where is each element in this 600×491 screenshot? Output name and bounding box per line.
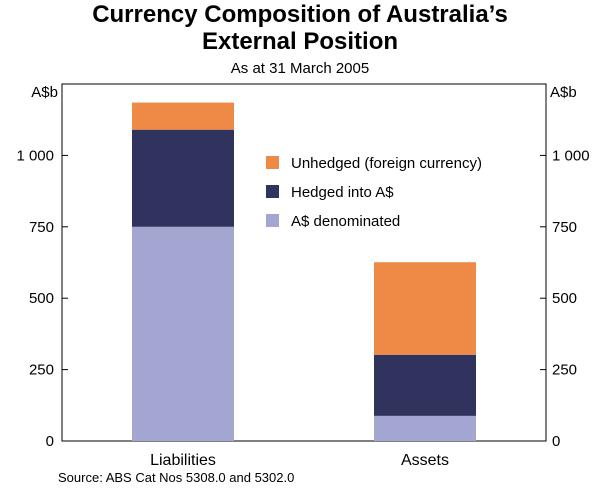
y-tick-label-right: 750 (552, 219, 577, 236)
legend-swatch (266, 214, 279, 227)
chart-subtitle: As at 31 March 2005 (230, 60, 370, 77)
y-axis-unit-right: A$b (550, 84, 577, 101)
legend-swatch (266, 156, 279, 169)
bar-assets-unhedged-foreign-currency (374, 262, 476, 355)
legend-swatch (266, 185, 279, 198)
bar-assets-a-denominated (374, 415, 476, 441)
bar-liabilities-unhedged-foreign-currency (132, 102, 234, 130)
y-tick-label-left: 500 (29, 290, 54, 307)
y-tick-label-left: 0 (46, 433, 54, 450)
legend-label: Unhedged (foreign currency) (291, 155, 482, 172)
chart-title-line-2: External Position (201, 28, 399, 55)
y-tick-label-left: 250 (29, 362, 54, 379)
y-tick-label-right: 250 (552, 362, 577, 379)
y-tick-label-left: 750 (29, 219, 54, 236)
source-note: Source: ABS Cat Nos 5308.0 and 5302.0 (58, 470, 295, 485)
legend-label: Hedged into A$ (291, 184, 394, 201)
y-tick-label-right: 0 (552, 433, 560, 450)
x-category-label: Assets (401, 452, 449, 469)
y-tick-label-left: 1 000 (16, 147, 54, 164)
bar-assets-hedged-into-a (374, 354, 476, 416)
y-axis-unit-left: A$b (31, 84, 58, 101)
x-category-label: Liabilities (150, 452, 216, 469)
y-tick-label-right: 1 000 (552, 147, 590, 164)
y-tick-label-right: 500 (552, 290, 577, 307)
chart-title-line-1: Currency Composition of Australia’s (92, 1, 508, 28)
bar-liabilities-hedged-into-a (132, 129, 234, 227)
bar-liabilities-a-denominated (132, 226, 234, 441)
legend-label: A$ denominated (291, 213, 400, 230)
plot-frame (61, 83, 547, 442)
